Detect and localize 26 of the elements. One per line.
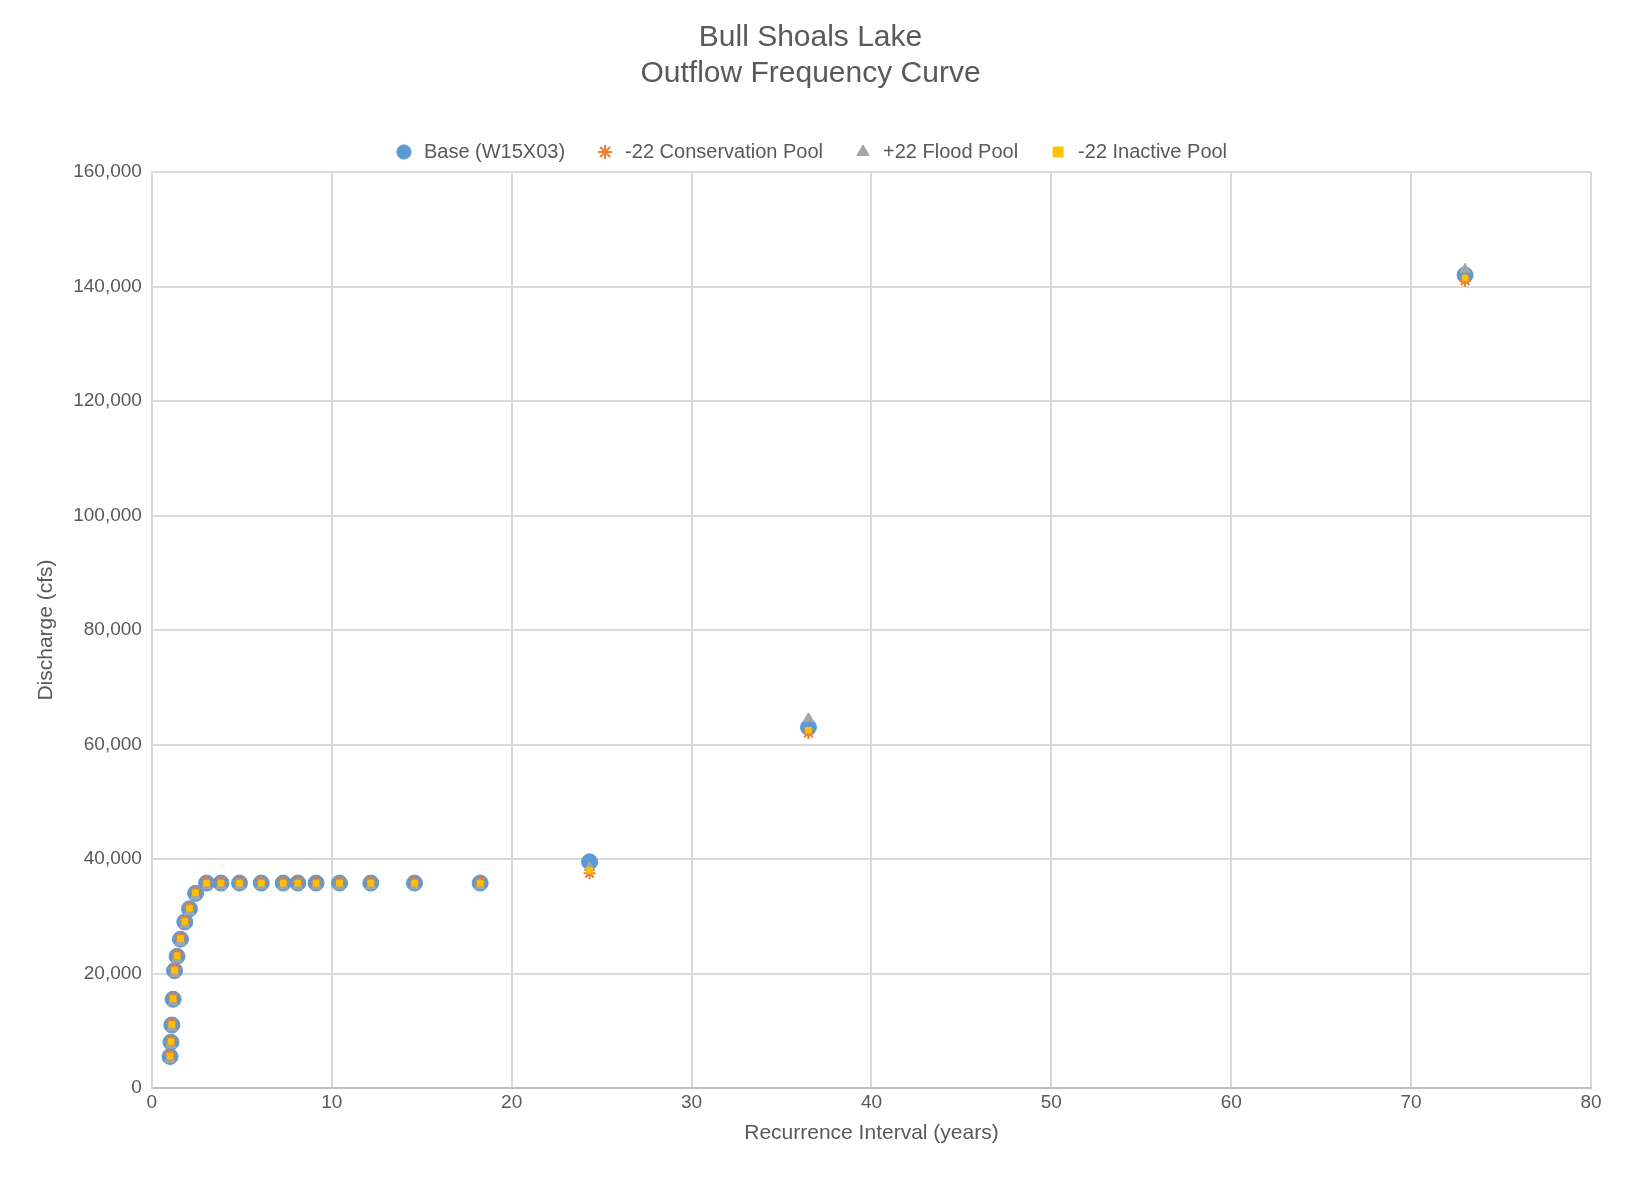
x-tick-label: 70 [1400,1090,1422,1112]
x-tick-label: 60 [1220,1090,1242,1112]
y-tick-label: 20,000 [83,961,142,983]
y-tick-label: 160,000 [73,160,142,182]
legend-label: -22 Conservation Pool [625,139,823,162]
x-tick-label: 0 [146,1090,158,1112]
y-tick-label: 80,000 [83,618,142,640]
y-tick-label: 120,000 [73,389,142,411]
y-tick-label: 100,000 [73,503,142,525]
chart-title: Bull Shoals Lake [698,19,923,53]
y-tick-label: 60,000 [83,732,142,754]
x-tick-label: 50 [1040,1090,1062,1112]
y-tick-label: 140,000 [73,274,142,296]
x-axis-title: Recurrence Interval (years) [744,1120,999,1144]
legend-label: +22 Flood Pool [883,139,1019,162]
y-axis-title: Discharge (cfs) [33,559,57,701]
y-tick-label: 0 [131,1076,142,1098]
x-tick-label: 30 [680,1090,703,1112]
x-tick-label: 20 [501,1090,523,1112]
x-tick-label: 80 [1580,1090,1602,1112]
x-tick-label: 10 [321,1090,343,1112]
legend-label: -22 Inactive Pool [1078,139,1228,162]
legend-label: Base (W15X03) [423,139,566,162]
y-tick-label: 40,000 [83,847,142,869]
x-tick-label: 40 [860,1090,883,1112]
chart-subtitle: Outflow Frequency Curve [640,55,981,89]
